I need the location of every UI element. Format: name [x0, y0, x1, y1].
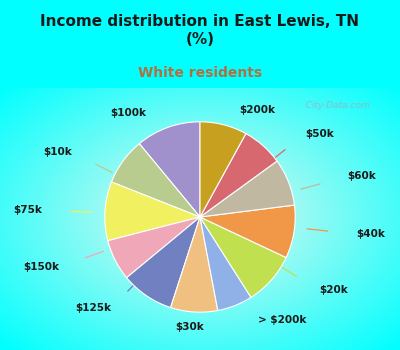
Wedge shape	[200, 205, 295, 258]
Wedge shape	[105, 182, 200, 241]
Text: $30k: $30k	[176, 322, 204, 332]
Text: $10k: $10k	[43, 147, 72, 157]
Text: $125k: $125k	[75, 303, 111, 313]
Text: $200k: $200k	[239, 105, 275, 115]
Text: White residents: White residents	[138, 66, 262, 80]
Wedge shape	[200, 134, 277, 217]
Text: $40k: $40k	[356, 229, 385, 239]
Wedge shape	[200, 217, 286, 298]
Wedge shape	[127, 217, 200, 308]
Wedge shape	[112, 144, 200, 217]
Text: $60k: $60k	[347, 172, 376, 181]
Text: $100k: $100k	[110, 108, 146, 118]
Text: $75k: $75k	[13, 205, 42, 215]
Text: City-Data.com: City-Data.com	[300, 102, 370, 110]
Text: Income distribution in East Lewis, TN
(%): Income distribution in East Lewis, TN (%…	[40, 14, 360, 47]
Wedge shape	[170, 217, 218, 312]
Text: $150k: $150k	[23, 262, 59, 272]
Wedge shape	[200, 122, 246, 217]
Wedge shape	[200, 217, 251, 310]
Text: $20k: $20k	[319, 285, 348, 295]
Text: > $200k: > $200k	[258, 315, 307, 325]
Wedge shape	[200, 161, 294, 217]
Text: $50k: $50k	[305, 129, 334, 139]
Wedge shape	[108, 217, 200, 278]
Wedge shape	[139, 122, 200, 217]
